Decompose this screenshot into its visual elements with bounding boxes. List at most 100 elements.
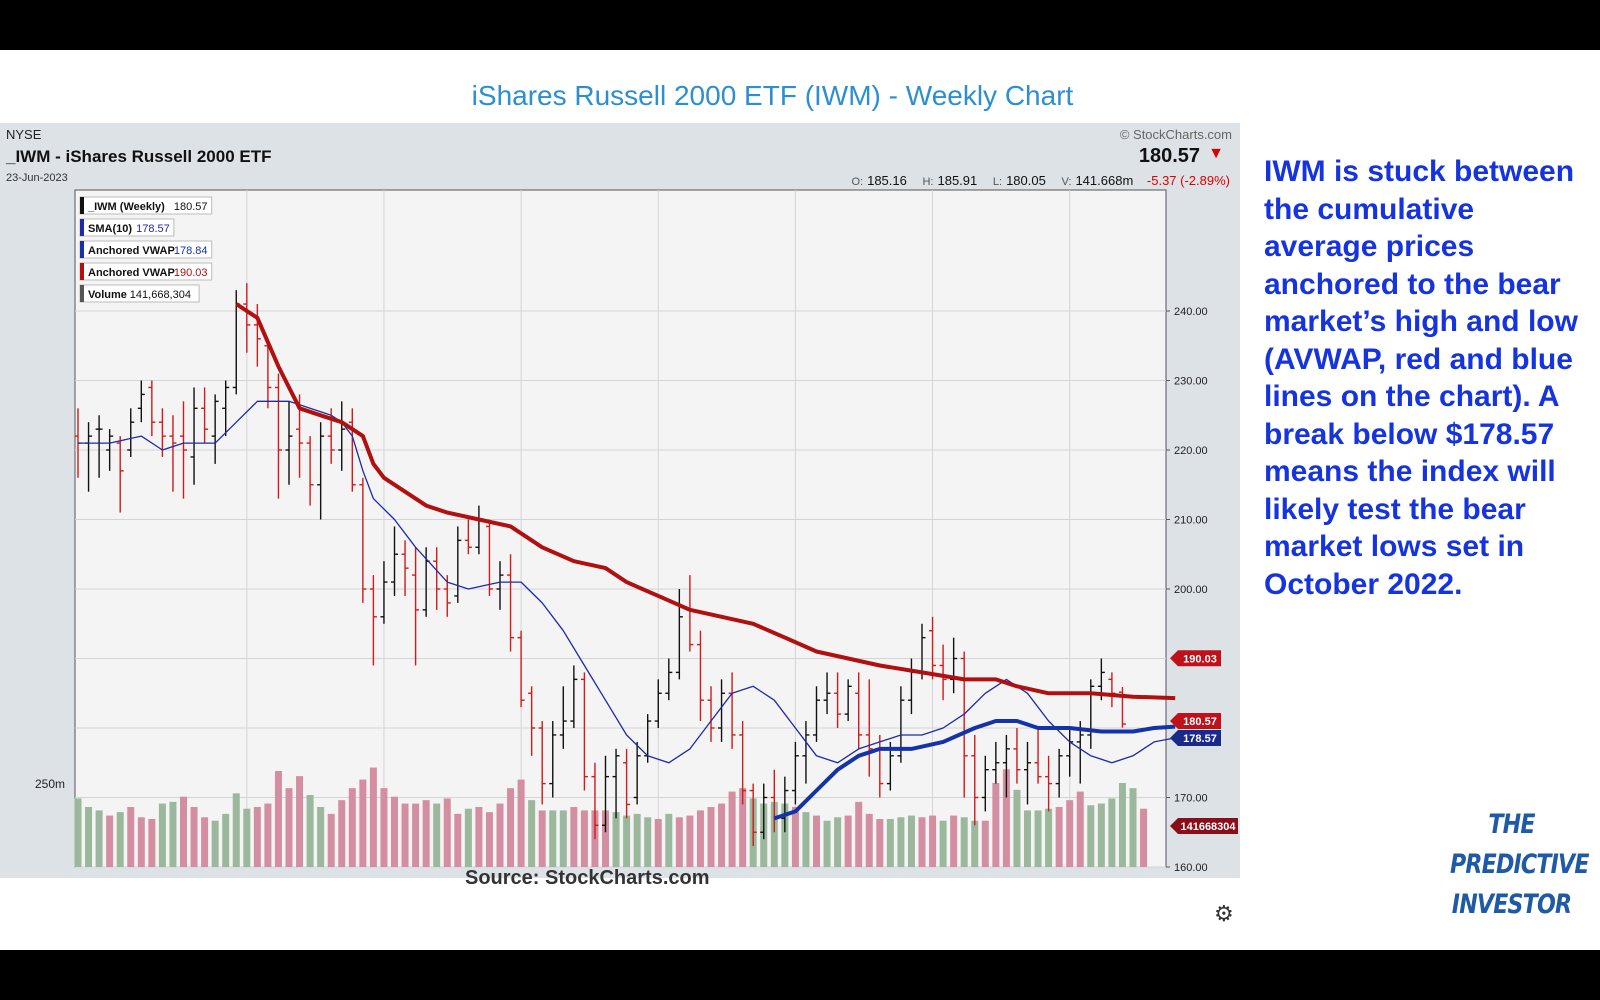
volume-bar	[137, 817, 145, 867]
volume-bar	[253, 807, 261, 867]
volume-bar	[549, 810, 557, 867]
legend-value: 178.57	[136, 223, 170, 235]
volume-bar	[443, 798, 451, 867]
volume-bar	[570, 807, 578, 867]
volume-bar	[317, 807, 325, 867]
price-flag	[1170, 650, 1221, 667]
y-tick-label: 200.00	[1174, 584, 1208, 596]
volume-bar	[992, 783, 1000, 867]
volume-bar	[823, 820, 831, 867]
chart-date: 23-Jun-2023	[6, 172, 68, 184]
legend-swatch	[80, 263, 84, 280]
volume-bar	[950, 815, 958, 867]
volume-bar	[1108, 798, 1116, 867]
volume-bar	[654, 819, 662, 867]
volume-bar	[686, 815, 694, 867]
volume-bar	[1002, 769, 1010, 867]
volume-bar	[274, 771, 282, 867]
volume-bar	[180, 796, 187, 867]
volume-bar	[981, 820, 989, 867]
volume-bar	[464, 808, 472, 867]
volume-bar	[929, 815, 937, 867]
volume-bar	[169, 801, 177, 867]
gear-icon[interactable]: ⚙	[1214, 901, 1234, 926]
legend-value: 190.03	[174, 267, 208, 279]
volume-bar	[1129, 788, 1137, 867]
volume-bar	[348, 788, 356, 867]
volume-bar	[718, 803, 726, 867]
volume-bar	[201, 817, 209, 867]
logo: THE PREDICTIVE INVESTOR	[1450, 805, 1589, 925]
volume-bar	[1118, 783, 1126, 867]
volume-bar	[939, 820, 947, 867]
y-tick-label: 230.00	[1174, 376, 1208, 388]
volume-bar	[633, 813, 641, 867]
volume-bar	[1055, 807, 1063, 867]
volume-bar	[528, 800, 536, 867]
volume-bar	[802, 812, 810, 867]
low-value: 180.05	[1006, 173, 1046, 188]
volume-bar	[211, 820, 219, 867]
volume-bar	[728, 791, 736, 867]
volume-bar	[243, 808, 251, 867]
volume-bar	[1140, 808, 1148, 867]
slide-title: iShares Russell 2000 ETF (IWM) - Weekly …	[471, 80, 1074, 111]
volume-bar	[485, 812, 493, 867]
legend-value: 180.57	[174, 201, 208, 213]
volume-bar	[517, 779, 525, 867]
price-flag	[1170, 729, 1221, 746]
volume-bar	[190, 807, 198, 867]
volume-bar	[106, 815, 114, 867]
plot-area	[74, 189, 1167, 868]
price-chart: 160.00 170.00 200.00 210.00 220.00 230.00 240.…	[35, 189, 1238, 874]
volume-key: V:	[1061, 176, 1072, 188]
price-flag-label: 190.03	[1183, 653, 1217, 665]
legend-name: Volume	[88, 289, 127, 301]
volume-value: 141.668m	[1075, 173, 1134, 188]
volume-bar	[865, 813, 873, 867]
volume-bar	[222, 813, 230, 867]
volume-bar	[834, 817, 842, 867]
sma10-line	[78, 400, 1176, 764]
vwap-high-line	[235, 302, 1176, 701]
volume-bar	[612, 812, 620, 867]
volume-bar	[1087, 805, 1095, 867]
volume-bar	[454, 813, 462, 867]
copyright: © StockCharts.com	[1119, 127, 1232, 142]
volume-bar	[422, 800, 430, 867]
vwap-low-line	[773, 719, 1176, 821]
volume-bar	[1013, 789, 1021, 867]
volume-bar	[401, 803, 409, 867]
volume-bar	[158, 803, 166, 867]
volume-bar	[602, 810, 609, 867]
volume-bar	[907, 815, 915, 867]
volume-bar	[74, 798, 82, 867]
volume-bar	[559, 810, 567, 867]
volume-bar	[770, 801, 778, 867]
volume-bar	[876, 819, 884, 867]
volume-bar	[116, 812, 124, 867]
volume-bar	[960, 817, 968, 867]
volume-bar	[623, 815, 631, 867]
y-tick-label: 160.00	[1174, 862, 1208, 874]
volume-bar	[1097, 803, 1105, 867]
logo-line: PREDICTIVE	[1450, 849, 1589, 880]
volume-bar	[675, 817, 683, 867]
open-key: O:	[851, 176, 864, 188]
logo-line: THE	[1488, 809, 1535, 840]
volume-bar	[391, 796, 398, 867]
volume-bar	[707, 807, 715, 867]
high-key: H:	[922, 176, 934, 188]
volume-bar	[412, 803, 420, 867]
volume-bar	[791, 807, 799, 867]
volume-bar	[813, 815, 820, 867]
source-note: Source: StockCharts.com	[465, 867, 710, 889]
y-tick-label: 220.00	[1174, 445, 1208, 457]
legend-value: 141,668,304	[130, 289, 191, 301]
volume-bar	[338, 800, 346, 867]
slide: iShares Russell 2000 ETF (IWM) - Weekly …	[0, 50, 1600, 950]
legend-name: Anchored VWAP	[88, 245, 175, 257]
volume-bar	[1024, 810, 1031, 867]
exchange-label: NYSE	[6, 127, 42, 142]
volume-bar	[855, 801, 863, 867]
